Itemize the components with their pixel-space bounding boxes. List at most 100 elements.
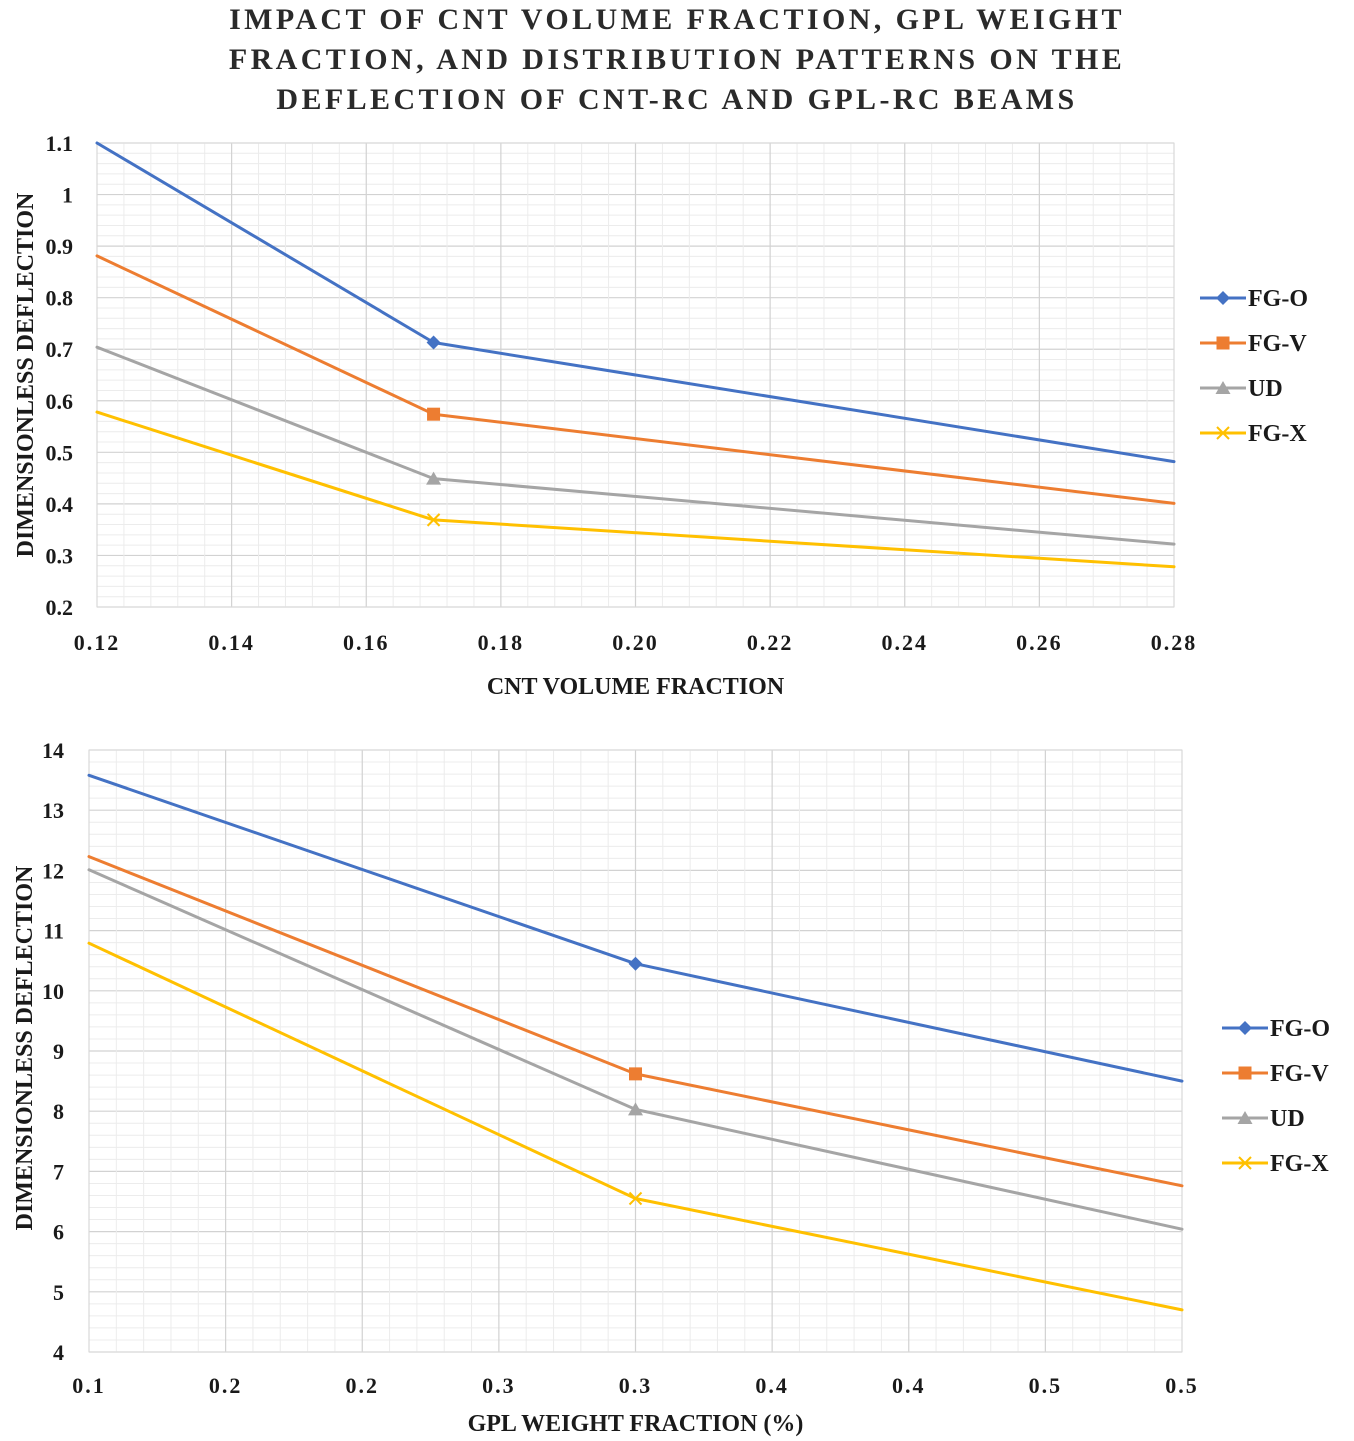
y-tick-label: 5 [53,1280,64,1305]
y-tick-label: 8 [53,1099,64,1124]
legend-item-fg-x: FG-X [1222,1151,1329,1177]
x-axis-label: CNT VOLUME FRACTION [487,674,785,700]
chart-title: IMPACT OF CNT VOLUME FRACTION, GPL WEIGH… [0,0,1354,120]
series-ud [95,345,1176,546]
y-tick-label: 11 [43,919,64,944]
plot-area [88,749,1183,1353]
data-point-fg-x-b [628,1191,643,1206]
x-tick-label: 0.4 [755,1373,789,1398]
data-point-fg-v [629,1067,642,1081]
legend-marker [1238,1021,1252,1035]
legend-item-fg-v: FG-V [1200,331,1307,357]
y-tick-label: 0.8 [46,286,74,311]
x-tick-label: 0.3 [619,1373,653,1398]
y-tick-label: 0.4 [46,492,74,517]
legend-label: FG-X [1248,421,1307,447]
legend-label: UD [1248,376,1283,402]
y-tick-label: 14 [42,738,64,763]
x-tick-label: 0.14 [208,630,255,655]
legend-marker-b [1238,1156,1252,1170]
legend-marker [1237,1111,1253,1124]
legend-marker [1238,1066,1252,1080]
y-tick-label: 7 [53,1159,64,1184]
x-tick-label: 0.24 [882,630,929,655]
legend-label: FG-O [1270,1016,1330,1042]
data-point-fg-o [628,956,643,971]
legend-label: FG-V [1248,331,1307,357]
chart-title-line-2: FRACTION, AND DISTRIBUTION PATTERNS ON T… [228,43,1126,76]
data-point-fg-x [426,513,441,527]
x-tick-label: 0.20 [612,630,659,655]
x-tick-label: 0.26 [1016,630,1063,655]
x-tick-label: 0.2 [209,1373,243,1398]
y-tick-label: 0.5 [46,440,74,465]
data-point-ud [628,1102,643,1116]
series-fg-x [87,941,1184,1312]
plot-area [96,142,1175,608]
x-tick-label: 0.1 [72,1373,106,1398]
legend-item-fg-o: FG-O [1222,1016,1330,1042]
gridlines [96,142,1175,608]
gridlines [88,749,1183,1353]
data-point-fg-o [426,335,441,350]
y-tick-label: 6 [53,1220,64,1245]
legend-label: FG-O [1248,286,1308,312]
y-tick-label: 1 [62,183,73,208]
chart-2: 4 5 6 7 8 9 10 11 12 13 14 0.1 0.2 0.2 0.3 0.3 0.4 0.4 0.5… [12,738,1330,1437]
chart-1: 0.2 0.3 0.4 0.5 0.6 0.7 0.8 0.9 1 1.1 0.12 0.14 0.16… [13,131,1308,700]
y-tick-label: 9 [53,1039,64,1064]
y-tick-label: 4 [53,1340,64,1365]
data-point-fg-v [427,407,441,421]
legend-marker [1216,336,1230,350]
legend-label: UD [1270,1106,1305,1132]
y-tick-label: 0.2 [46,595,74,620]
x-axis-label: GPL WEIGHT FRACTION (%) [468,1411,804,1437]
legend-item-fg-x: FG-X [1200,421,1307,447]
y-axis-label: DIMENSIONLESS DEFLECTION [13,192,39,557]
data-point-ud [426,471,442,485]
series-fg-v [95,254,1176,505]
x-tick-label: 0.28 [1151,630,1198,655]
y-tick-label: 0.3 [46,543,74,568]
legend: FG-O FG-V UD FG-X [1200,286,1308,447]
x-tick-label: 0.4 [892,1373,926,1398]
y-axis-label: DIMENSIONLESS DEFLECTION [12,865,38,1230]
legend: FG-O FG-V UD FG-X [1222,1016,1330,1177]
y-tick-label: 10 [42,979,64,1004]
y-tick-label: 13 [42,798,64,823]
x-tick-label: 0.22 [747,630,794,655]
chart-title-line-3: DEFLECTION OF CNT-RC AND GPL-RC BEAMS [276,83,1078,116]
y-tick-label: 12 [42,858,64,883]
legend-marker [1216,291,1230,305]
data-point-fg-x [628,1191,643,1206]
legend-item-ud: UD [1222,1106,1305,1132]
y-tick-label: 1.1 [46,131,74,156]
series-ud [87,868,1184,1231]
legend-item-fg-v: FG-V [1222,1061,1329,1087]
y-tick-label: 0.6 [46,389,74,414]
series-fg-v [87,855,1184,1188]
x-tick-label: 0.5 [1029,1373,1063,1398]
data-point-fg-x-b [426,513,441,527]
y-tick-label: 0.9 [46,234,74,259]
series-fg-o [87,773,1184,1083]
legend-marker [1238,1156,1252,1170]
legend-item-fg-o: FG-O [1200,286,1308,312]
x-tick-label: 0.2 [346,1373,380,1398]
legend-marker [1215,381,1231,394]
legend-label: FG-X [1270,1151,1329,1177]
legend-marker [1216,426,1230,440]
x-tick-label: 0.5 [1165,1373,1199,1398]
series-fg-o [95,141,1176,464]
x-tick-label: 0.3 [482,1373,516,1398]
legend-item-ud: UD [1200,376,1283,402]
chart-title-line-1: IMPACT OF CNT VOLUME FRACTION, GPL WEIGH… [229,3,1125,36]
legend-marker-b [1216,426,1230,440]
y-tick-label: 0.7 [46,337,74,362]
x-tick-label: 0.16 [343,630,390,655]
series-fg-x [95,410,1176,569]
legend-label: FG-V [1270,1061,1329,1087]
x-tick-label: 0.18 [478,630,525,655]
x-tick-label: 0.12 [74,630,121,655]
